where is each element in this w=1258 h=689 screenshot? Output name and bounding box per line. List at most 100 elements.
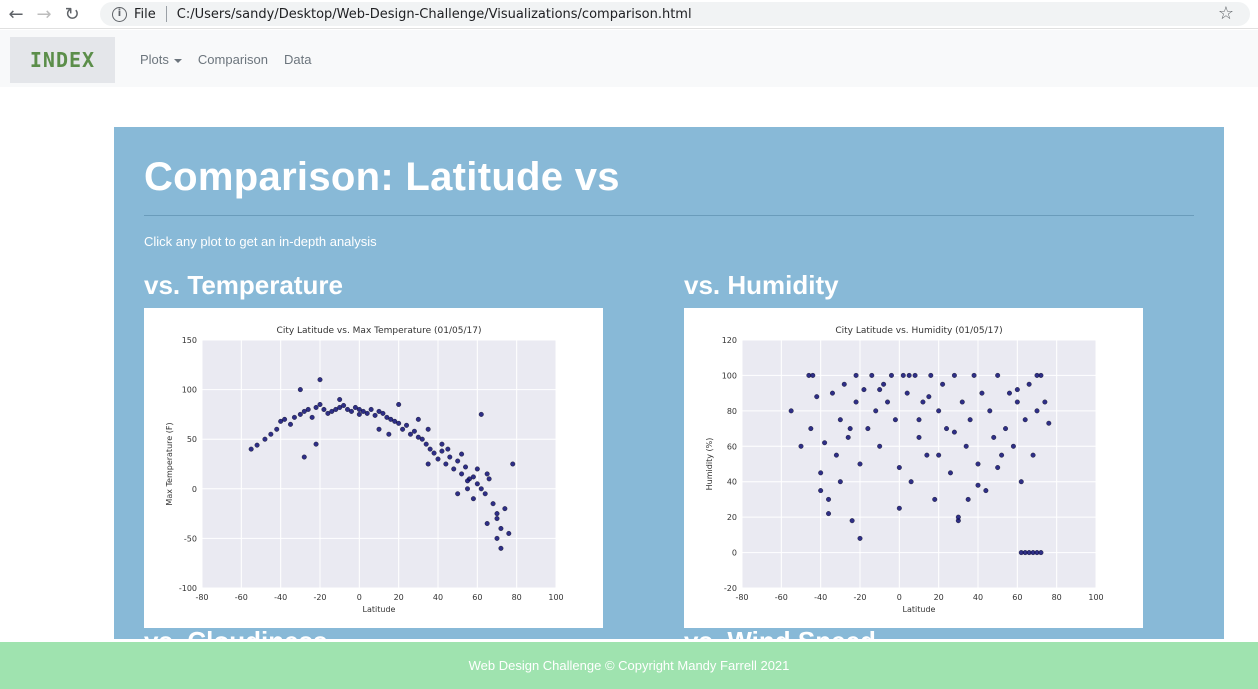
y-tick-label: -100 bbox=[179, 584, 197, 593]
data-point bbox=[869, 372, 875, 378]
data-point bbox=[411, 428, 417, 434]
data-point bbox=[999, 452, 1005, 458]
nav-plots-dropdown[interactable]: Plots bbox=[140, 52, 182, 67]
y-axis-label: Humidity (%) bbox=[705, 438, 714, 491]
data-point bbox=[392, 418, 398, 424]
data-point bbox=[396, 420, 402, 426]
data-point bbox=[384, 414, 390, 420]
back-icon[interactable]: ← bbox=[8, 3, 24, 25]
plot-area bbox=[202, 340, 556, 588]
x-tick-label: 80 bbox=[1052, 593, 1062, 602]
data-point bbox=[837, 479, 843, 485]
y-tick-label: 40 bbox=[727, 478, 737, 487]
data-point bbox=[364, 410, 370, 416]
data-point bbox=[356, 411, 362, 417]
title-divider bbox=[144, 215, 1194, 216]
y-tick-label: 60 bbox=[727, 442, 737, 451]
x-tick-label: 80 bbox=[512, 593, 522, 602]
nav-data-link[interactable]: Data bbox=[284, 52, 312, 67]
brand-index-link[interactable]: INDEX bbox=[10, 37, 115, 83]
data-point bbox=[435, 456, 441, 462]
data-point bbox=[451, 466, 457, 472]
forward-icon[interactable]: → bbox=[36, 3, 52, 25]
info-icon[interactable]: i bbox=[112, 6, 127, 22]
heading-humidity: vs. Humidity bbox=[684, 270, 839, 300]
data-point bbox=[376, 408, 382, 414]
x-tick-label: -60 bbox=[775, 593, 788, 602]
y-tick-label: 0 bbox=[732, 549, 737, 558]
divider bbox=[165, 6, 167, 22]
plot-temperature-link[interactable]: -80 -60 -40 -20 0 20 40 60 80 100 -100 -50 0 50 100 150… bbox=[144, 308, 603, 628]
address-bar[interactable]: i File C:/Users/sandy/Desktop/Web-Design… bbox=[100, 2, 1250, 26]
data-point bbox=[459, 451, 465, 457]
data-point bbox=[278, 418, 284, 424]
y-tick-label: 80 bbox=[727, 407, 737, 416]
url-text[interactable]: C:/Users/sandy/Desktop/Web-Design-Challe… bbox=[176, 6, 692, 22]
data-point bbox=[510, 461, 516, 467]
data-point bbox=[814, 394, 820, 400]
data-point bbox=[873, 408, 879, 414]
browser-toolbar: ← → ↻ i File C:/Users/sandy/Desktop/Web-… bbox=[0, 0, 1258, 29]
data-point bbox=[305, 406, 311, 412]
humidity-scatter-chart: -80 -60 -40 -20 0 20 40 60 80 100 -20 0 20 40 60 80 100 1… bbox=[705, 326, 1104, 614]
data-point bbox=[470, 496, 476, 502]
data-point bbox=[857, 535, 863, 541]
data-point bbox=[360, 408, 366, 414]
nav-comparison-link[interactable]: Comparison bbox=[197, 52, 268, 67]
x-tick-label: 60 bbox=[472, 593, 482, 602]
data-point bbox=[345, 406, 350, 412]
data-point bbox=[490, 501, 496, 507]
x-tick-label: -40 bbox=[814, 593, 827, 602]
data-point bbox=[908, 479, 914, 485]
data-point bbox=[877, 387, 883, 393]
x-tick-label: -60 bbox=[235, 593, 248, 602]
data-point bbox=[494, 511, 500, 517]
data-point bbox=[1026, 381, 1032, 387]
x-tick-label: 60 bbox=[1012, 593, 1022, 602]
data-point bbox=[425, 461, 431, 467]
reload-icon[interactable]: ↻ bbox=[64, 3, 80, 25]
heading-cloudiness: vs. Cloudiness bbox=[144, 626, 328, 639]
data-point bbox=[830, 390, 835, 396]
bookmark-star-icon[interactable]: ☆ bbox=[1217, 3, 1234, 24]
data-point bbox=[853, 372, 859, 378]
data-point bbox=[892, 417, 898, 423]
x-tick-label: 40 bbox=[973, 593, 983, 602]
data-point bbox=[478, 486, 484, 492]
x-tick-label: 0 bbox=[357, 593, 362, 602]
data-point bbox=[810, 372, 816, 378]
data-point bbox=[932, 496, 938, 502]
data-point bbox=[841, 381, 847, 387]
data-point bbox=[431, 450, 437, 456]
data-point bbox=[1014, 387, 1020, 393]
data-point bbox=[445, 446, 451, 452]
data-point bbox=[352, 405, 358, 410]
data-point bbox=[991, 434, 997, 440]
data-point bbox=[845, 434, 851, 440]
data-point bbox=[853, 399, 859, 405]
data-point bbox=[1022, 417, 1028, 423]
data-point bbox=[291, 414, 297, 420]
data-point bbox=[1034, 408, 1040, 414]
temperature-scatter-chart: -80 -60 -40 -20 0 20 40 60 80 100 -100 -50 0 50 100 150… bbox=[165, 326, 564, 614]
data-point bbox=[847, 426, 853, 432]
data-point bbox=[916, 417, 922, 423]
data-point bbox=[502, 506, 508, 512]
data-point bbox=[482, 491, 488, 497]
data-point bbox=[498, 545, 504, 551]
footer: Web Design Challenge © Copyright Mandy F… bbox=[0, 642, 1258, 689]
x-tick-label: -40 bbox=[274, 593, 287, 602]
data-point bbox=[971, 372, 977, 378]
data-point bbox=[455, 491, 461, 497]
data-point bbox=[400, 426, 406, 432]
data-point bbox=[459, 471, 465, 477]
data-point bbox=[321, 406, 327, 412]
data-point bbox=[959, 399, 965, 405]
data-point bbox=[274, 426, 280, 432]
data-point bbox=[254, 442, 260, 448]
data-point bbox=[963, 443, 969, 449]
data-point bbox=[904, 390, 910, 396]
x-axis-label: Latitude bbox=[903, 605, 936, 614]
plot-humidity-link[interactable]: -80 -60 -40 -20 0 20 40 60 80 100 -20 0 20 40 60 80 100 1… bbox=[684, 308, 1143, 628]
data-point bbox=[376, 426, 382, 432]
